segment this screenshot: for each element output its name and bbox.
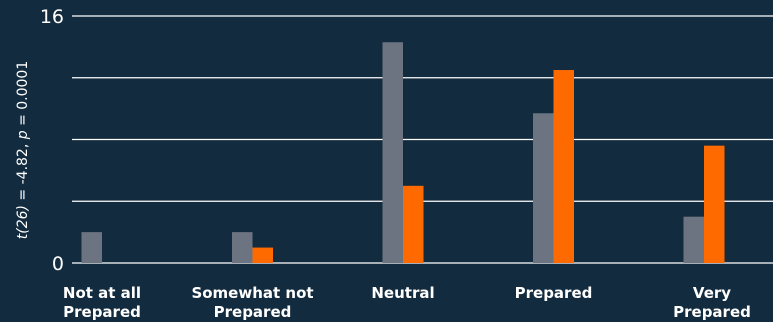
bar-series-2	[403, 185, 424, 263]
y-tick-labels: 0 16	[40, 6, 64, 275]
bar-series-2	[252, 247, 273, 263]
category-label: Not at all	[63, 284, 141, 302]
bar-series-1	[81, 232, 102, 263]
category-label: Very	[693, 284, 731, 302]
y-axis-label-p: p	[15, 130, 31, 140]
bar-series-1	[382, 42, 403, 264]
bar-series-1	[533, 113, 554, 263]
category-label: Somewhat not	[191, 284, 313, 302]
bar-series-1	[232, 232, 253, 263]
y-axis-label-stat-value: = -4.82,	[15, 139, 31, 205]
bars	[81, 42, 725, 264]
bar-series-1	[683, 216, 704, 263]
category-label: Prepared	[214, 303, 292, 321]
y-axis-label-p-value: = 0.0001	[15, 61, 31, 131]
y-axis-label-stat: t(26)	[15, 205, 31, 239]
bar-series-2	[704, 145, 725, 263]
y-tick-label: 16	[40, 6, 64, 28]
category-label: Prepared	[673, 303, 751, 321]
category-label: Prepared	[515, 284, 593, 302]
gridlines	[72, 15, 773, 264]
y-axis-label: t(26) = -4.82, p = 0.0001	[15, 61, 31, 240]
category-label: Prepared	[63, 303, 141, 321]
y-tick-label: 0	[52, 253, 64, 275]
category-label: Neutral	[371, 284, 434, 302]
bar-series-2	[553, 70, 574, 263]
